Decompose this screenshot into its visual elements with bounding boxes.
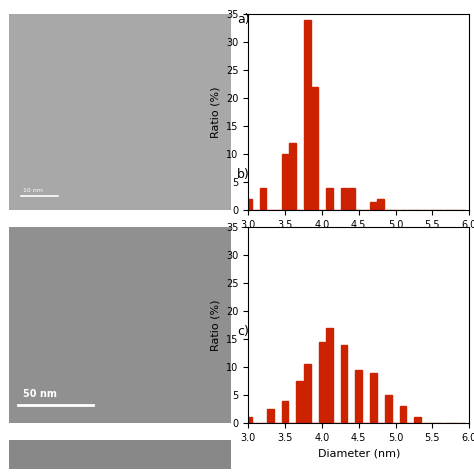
Bar <box>260 188 266 210</box>
Bar <box>326 188 333 210</box>
Bar <box>326 328 333 423</box>
Text: b): b) <box>237 168 250 181</box>
Bar <box>348 188 355 210</box>
Text: 50 nm: 50 nm <box>23 390 56 400</box>
Bar <box>289 143 296 210</box>
Bar <box>267 409 273 423</box>
Text: a): a) <box>237 13 250 26</box>
Bar <box>400 406 406 423</box>
Text: 10 nm: 10 nm <box>23 188 43 192</box>
Bar <box>282 401 289 423</box>
Bar <box>341 345 347 423</box>
Bar <box>319 342 325 423</box>
Bar <box>296 381 303 423</box>
Bar <box>311 87 318 210</box>
Bar <box>385 395 392 423</box>
Y-axis label: Ratio (%): Ratio (%) <box>210 299 220 351</box>
Bar <box>304 20 310 210</box>
Bar <box>370 373 377 423</box>
Bar <box>245 199 252 210</box>
Bar <box>282 154 289 210</box>
X-axis label: Diameter (nm): Diameter (nm) <box>318 236 400 246</box>
Bar <box>304 364 310 423</box>
X-axis label: Diameter (nm): Diameter (nm) <box>318 448 400 458</box>
Bar <box>377 199 384 210</box>
Bar <box>341 188 347 210</box>
Bar <box>370 202 377 210</box>
Text: c): c) <box>237 325 249 337</box>
Bar <box>356 370 362 423</box>
Y-axis label: Ratio (%): Ratio (%) <box>210 86 220 138</box>
Bar <box>414 418 421 423</box>
Bar <box>245 418 252 423</box>
